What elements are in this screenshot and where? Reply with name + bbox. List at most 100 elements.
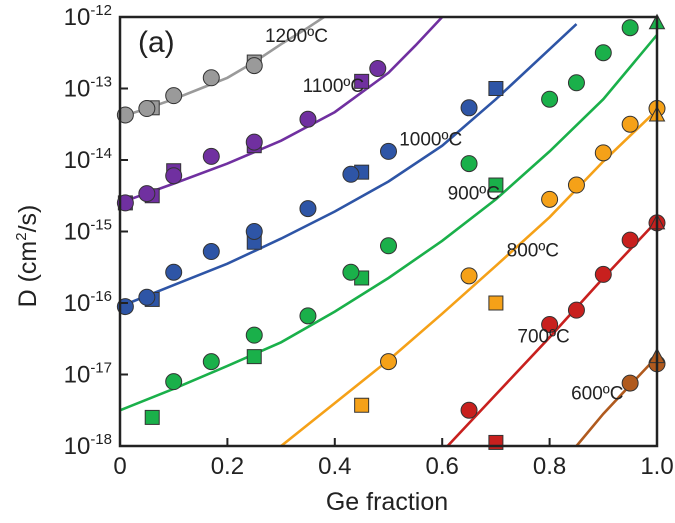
y-tick-base-2: 10 — [64, 147, 91, 174]
y-tick-label-0: 10-12 — [64, 2, 112, 31]
circle-point-5-1 — [541, 315, 559, 333]
y-axis-title-sup: 2 — [13, 232, 30, 240]
circle-point-2-1 — [138, 288, 156, 306]
circle-point-5-2 — [567, 301, 585, 319]
circle-point-2-3 — [202, 243, 220, 261]
square-point-3-3 — [488, 177, 504, 193]
x-tick-label-4: 0.8 — [533, 453, 566, 480]
y-tick-base-6: 10 — [64, 433, 91, 460]
y-tick-exp-3: -15 — [90, 217, 112, 234]
circle-point-3-10 — [621, 19, 639, 37]
fit-curve-4 — [280, 109, 657, 446]
x-tick-label-5: 1.0 — [640, 453, 673, 480]
x-tick-label-2: 0.4 — [318, 453, 351, 480]
panel-label: (a) — [138, 26, 175, 59]
x-tick-label-3: 0.6 — [426, 453, 459, 480]
fit-curve-5 — [446, 219, 657, 446]
data-points — [116, 13, 666, 450]
circle-point-6-0 — [621, 374, 639, 392]
axis-ticks: 0 0.2 0.4 0.6 0.8 1.010-1210-1310-1410-1510-1… — [64, 2, 674, 480]
y-tick-label-3: 10-15 — [64, 217, 112, 246]
circle-point-1-2 — [165, 167, 183, 185]
chart-marks — [116, 13, 666, 450]
y-tick-label-2: 10-14 — [64, 145, 112, 174]
circle-point-0-2 — [165, 87, 183, 105]
circle-point-2-5 — [299, 200, 317, 218]
square-point-1-4 — [354, 73, 370, 89]
series-label-5: 700ºC — [517, 326, 569, 347]
circle-point-1-3 — [202, 147, 220, 165]
y-tick-base-4: 10 — [64, 290, 91, 317]
y-tick-exp-2: -14 — [90, 145, 112, 162]
circle-point-3-2 — [245, 326, 263, 344]
y-tick-exp-6: -18 — [90, 431, 112, 448]
y-axis-title-tail: /s) — [14, 205, 42, 233]
y-tick-exp-4: -16 — [90, 288, 112, 305]
circle-point-2-8 — [460, 99, 478, 117]
circle-point-3-7 — [541, 90, 559, 108]
circle-point-3-9 — [594, 44, 612, 62]
circle-point-3-5 — [380, 237, 397, 255]
chart-labels: 1200ºC 1100ºC 1000ºC 900ºC 800ºC 700ºC 600ºC — [265, 26, 623, 405]
square-point-4-1 — [488, 295, 504, 311]
circle-point-2-2 — [165, 263, 183, 281]
circle-point-4-3 — [567, 176, 585, 194]
y-tick-base-5: 10 — [64, 362, 91, 389]
circle-point-5-0 — [460, 401, 478, 419]
y-tick-base-3: 10 — [64, 219, 91, 246]
circle-point-3-3 — [299, 307, 317, 325]
circle-point-5-4 — [621, 231, 639, 249]
circle-point-2-7 — [380, 142, 397, 160]
series-label-4: 800ºC — [507, 241, 559, 262]
circle-point-1-5 — [299, 110, 317, 128]
y-axis-title: D (cm2/s) — [13, 205, 42, 308]
y-tick-base-1: 10 — [64, 76, 91, 103]
square-point-3-1 — [246, 349, 262, 365]
circle-point-5-3 — [594, 265, 612, 283]
series-label-3: 900ºC — [448, 183, 500, 204]
square-point-4-0 — [354, 397, 370, 413]
x-axis-title: Ge fraction — [326, 488, 448, 516]
circle-point-4-4 — [594, 144, 612, 162]
circle-point-4-1 — [460, 267, 478, 285]
circle-point-3-6 — [460, 155, 478, 173]
square-point-2-3 — [488, 81, 504, 96]
square-point-5-0 — [488, 434, 504, 450]
circle-point-4-5 — [621, 115, 639, 133]
circle-point-0-0 — [116, 106, 134, 124]
circle-point-3-4 — [342, 263, 360, 281]
y-tick-label-5: 10-17 — [64, 360, 112, 389]
series-label-6: 600ºC — [571, 384, 623, 405]
fit-curves — [120, 17, 657, 446]
series-label-2: 1000ºC — [399, 130, 462, 151]
circle-point-1-6 — [369, 59, 387, 77]
circle-point-2-4 — [245, 223, 263, 240]
circle-point-1-0 — [116, 194, 134, 212]
y-tick-base-0: 10 — [64, 4, 91, 31]
fit-curve-3 — [120, 34, 657, 412]
circle-point-0-3 — [202, 69, 220, 87]
circle-point-0-1 — [138, 100, 156, 118]
series-label-1: 1100ºC — [303, 76, 365, 97]
circle-point-4-2 — [541, 190, 559, 208]
x-tick-label-0: 0 — [113, 453, 126, 480]
circle-point-1-1 — [138, 185, 156, 203]
series-label-0: 1200ºC — [265, 26, 328, 47]
fit-curve-2 — [120, 23, 578, 308]
y-tick-label-1: 10-13 — [64, 74, 112, 103]
circle-point-4-0 — [380, 353, 397, 371]
y-tick-exp-1: -13 — [90, 74, 112, 91]
circle-point-3-0 — [165, 373, 183, 391]
y-tick-label-4: 10-16 — [64, 288, 112, 317]
circle-point-3-8 — [567, 74, 585, 92]
circle-point-2-6 — [342, 165, 360, 183]
square-point-3-0 — [144, 409, 160, 425]
y-tick-exp-0: -12 — [90, 2, 112, 19]
fit-curve-6 — [575, 355, 657, 446]
y-tick-label-6: 10-18 — [64, 431, 112, 460]
circle-point-0-4 — [245, 57, 263, 75]
y-tick-exp-5: -17 — [90, 360, 112, 377]
y-axis-title-main: D (cm — [14, 241, 42, 308]
circle-point-3-1 — [202, 353, 220, 371]
